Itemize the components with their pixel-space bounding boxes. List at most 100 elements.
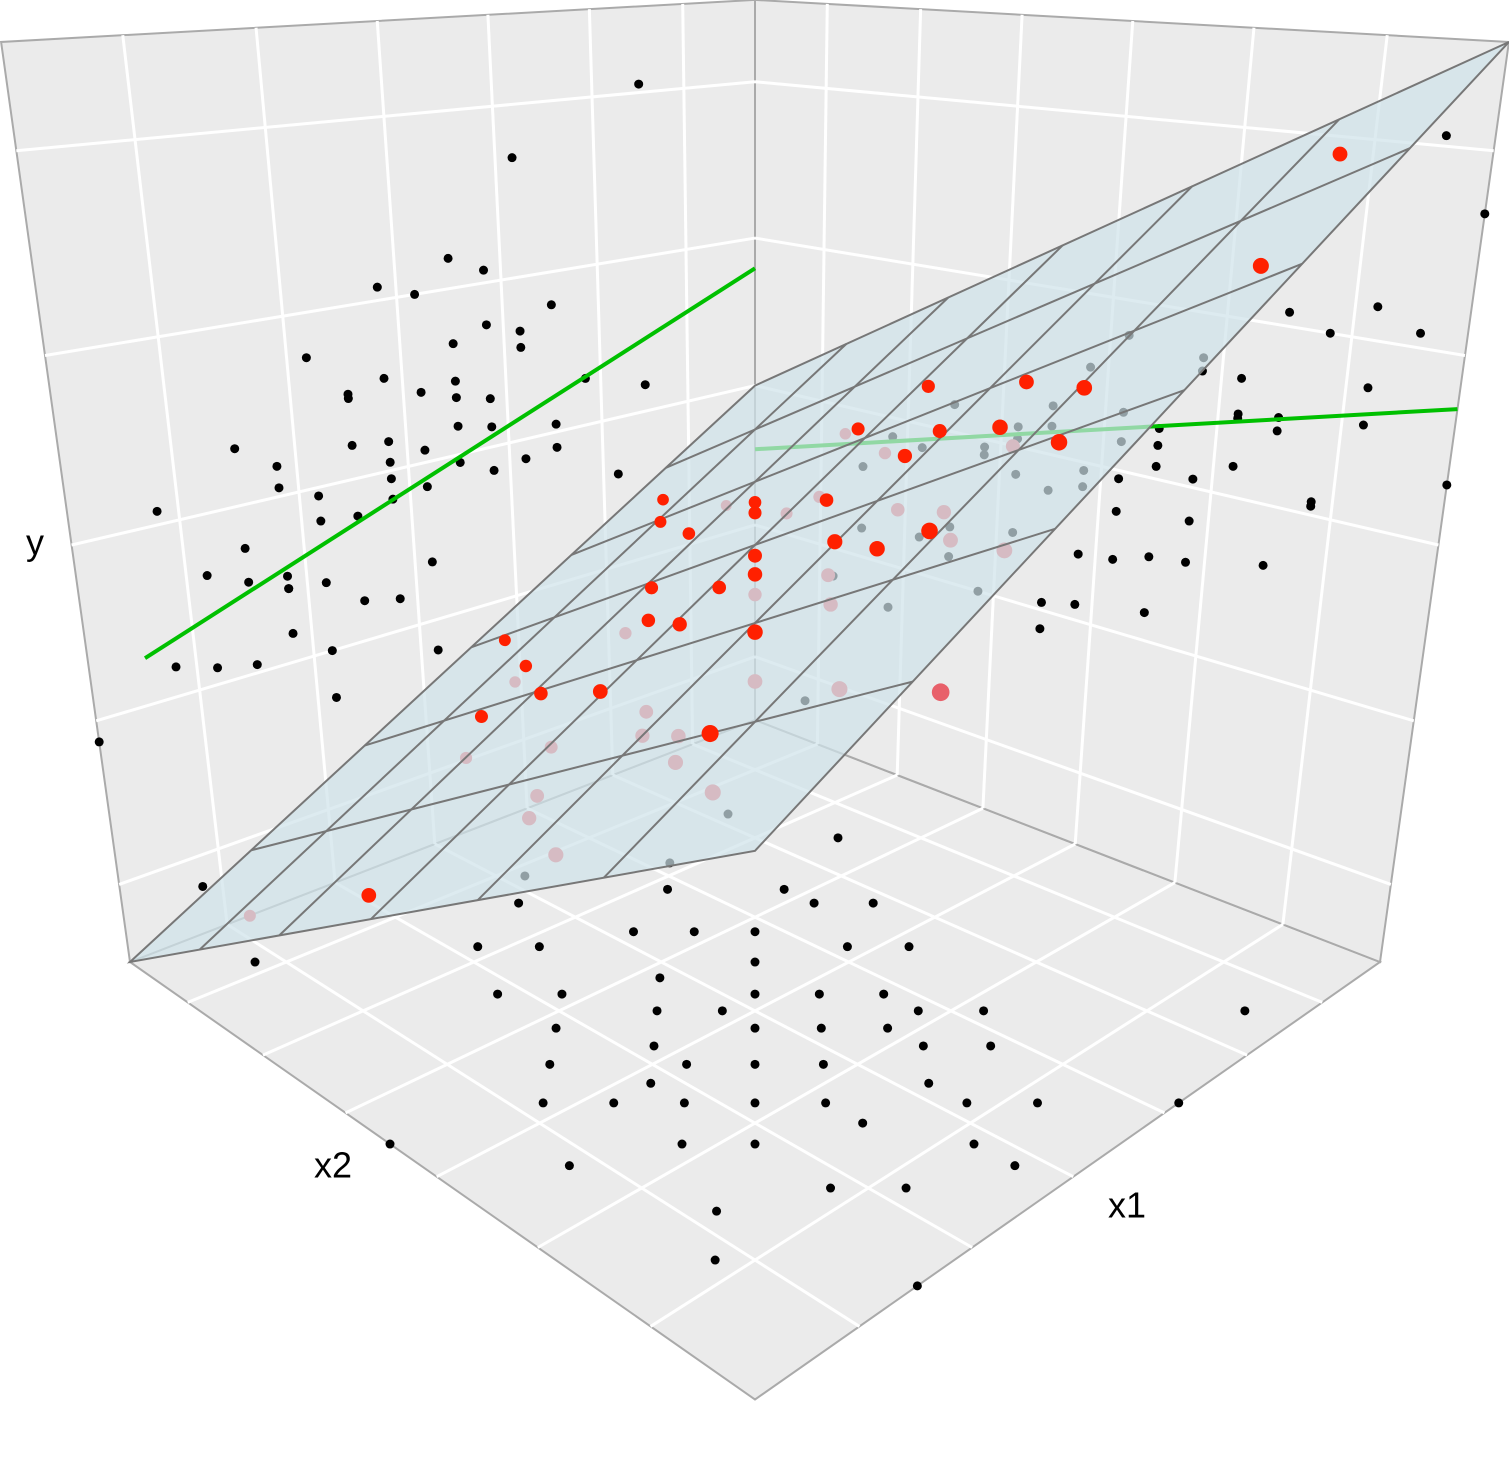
- floor-point: [879, 989, 889, 999]
- floor-point: [750, 989, 760, 999]
- floor-point: [969, 1139, 979, 1149]
- point: [1019, 374, 1034, 390]
- point: [921, 379, 935, 393]
- left-wall-point: [640, 380, 650, 390]
- floor-point: [821, 1098, 831, 1108]
- right-wall-point: [1139, 608, 1149, 618]
- right-wall-point: [1480, 209, 1490, 219]
- grid-line: [44, 236, 756, 357]
- floor-point: [663, 884, 673, 894]
- floor-point: [710, 1255, 720, 1265]
- grid-line: [344, 806, 984, 1115]
- floor-point: [250, 957, 260, 967]
- right-wall-point: [1188, 474, 1198, 484]
- right-wall-point: [1228, 461, 1238, 471]
- right-wall-point: [1325, 328, 1335, 338]
- point: [672, 617, 687, 632]
- right-wall-point: [1035, 624, 1045, 634]
- floor-point: [918, 1041, 928, 1051]
- point: [644, 581, 659, 595]
- floor-point: [883, 1023, 893, 1033]
- left-wall-point: [489, 465, 499, 475]
- left-wall-point: [284, 584, 294, 594]
- point: [1332, 146, 1348, 162]
- point: [851, 422, 865, 436]
- left-wall-point: [448, 339, 458, 349]
- left-wall-point: [395, 594, 405, 604]
- point: [897, 448, 913, 464]
- left-wall-point: [240, 543, 250, 553]
- right-wall-point: [1237, 373, 1247, 383]
- grid-line: [121, 35, 229, 925]
- point: [747, 624, 763, 640]
- left-wall-point: [420, 445, 430, 455]
- point: [361, 888, 377, 903]
- left-wall-point: [230, 444, 240, 454]
- floor-point: [534, 942, 544, 952]
- grid-line: [434, 842, 1074, 1179]
- floor-point: [809, 898, 819, 908]
- left-wall-point: [327, 646, 337, 656]
- point: [592, 684, 608, 699]
- floor-point: [1174, 1098, 1184, 1108]
- floor-point: [1032, 1098, 1042, 1108]
- point: [1252, 257, 1269, 274]
- plane-grid-line: [278, 296, 949, 937]
- left-wall-point: [451, 393, 461, 403]
- left-wall-point: [410, 289, 420, 299]
- left-wall-point: [433, 645, 443, 655]
- left-wall-point: [252, 660, 262, 670]
- left-wall-point: [613, 469, 623, 479]
- floor-point: [913, 1006, 923, 1016]
- right-wall-point: [1114, 474, 1124, 484]
- right-wall-point: [1151, 461, 1161, 471]
- point: [712, 580, 727, 595]
- point: [748, 506, 762, 520]
- right-wall-point: [1358, 420, 1368, 430]
- left-wall-point: [453, 421, 463, 431]
- floor-point: [677, 1139, 687, 1149]
- left-wall-point: [372, 282, 382, 292]
- point: [748, 496, 762, 509]
- left-wall-point: [283, 571, 293, 581]
- point: [474, 710, 488, 724]
- grid-line: [262, 773, 898, 1057]
- floor-point: [655, 973, 665, 983]
- floor-point: [750, 1023, 760, 1033]
- right-wall-point: [1442, 480, 1452, 490]
- point: [641, 613, 656, 628]
- floor-point: [750, 1059, 760, 1069]
- floor-point: [779, 884, 789, 894]
- left-wall-point: [331, 692, 341, 702]
- floor-point: [1010, 1161, 1020, 1171]
- floor-point: [842, 942, 852, 952]
- marks: [94, 41, 1509, 1291]
- plane-grid-line: [603, 118, 1341, 879]
- left-wall-point: [343, 394, 353, 404]
- right-wall-point: [1258, 560, 1268, 570]
- floor-point: [646, 1078, 656, 1088]
- floor-point: [545, 1059, 555, 1069]
- floor-point: [493, 989, 503, 999]
- point: [1076, 380, 1093, 396]
- point: [498, 634, 511, 647]
- left-wall-point: [272, 461, 282, 471]
- floor-point: [818, 1059, 828, 1069]
- point: [534, 686, 548, 701]
- point: [819, 493, 834, 507]
- left-wall-point: [487, 422, 497, 432]
- point: [747, 567, 763, 582]
- left-wall-point: [552, 442, 562, 452]
- floor-point: [750, 957, 760, 967]
- left-wall-point: [634, 79, 644, 89]
- left-wall-point: [384, 437, 394, 447]
- left-wall-point: [202, 571, 212, 581]
- floor-point: [609, 1098, 619, 1108]
- right-wall-point: [1111, 506, 1121, 516]
- floor-point: [564, 1161, 574, 1171]
- left-wall-point: [360, 596, 370, 606]
- right-wall-point: [1441, 131, 1451, 141]
- left-wall-point: [385, 457, 395, 467]
- plane-grid-line: [665, 147, 1411, 469]
